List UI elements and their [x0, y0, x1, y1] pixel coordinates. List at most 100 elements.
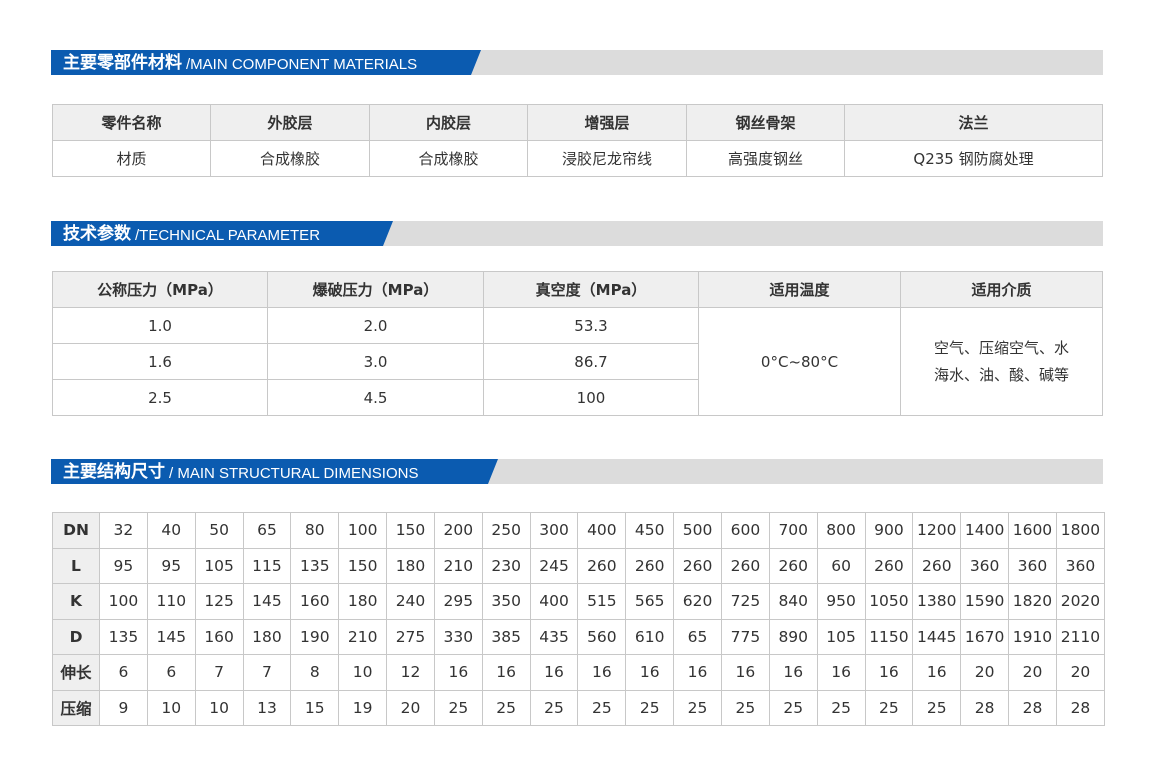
cell: 25 — [912, 689, 962, 726]
header-cell: 公称压力（MPa） — [52, 271, 268, 308]
cell: 1600 — [1008, 512, 1057, 549]
table-header-row: 零件名称 外胶层 内胶层 增强层 钢丝骨架 法兰 — [52, 104, 1103, 141]
cell: 20 — [386, 689, 435, 726]
row-header: 伸长 — [52, 654, 100, 691]
section-title-en: /TECHNICAL PARAMETER — [135, 227, 321, 244]
header-cell: 真空度（MPa） — [483, 271, 699, 308]
cell: 500 — [673, 512, 722, 549]
cell: 105 — [194, 547, 244, 584]
table-row: K 100 110 125 145 160 180 240 295 350 400 515 565 620… — [52, 583, 1106, 620]
cell: 16 — [768, 654, 818, 691]
medium-line: 空气、压缩空气、水 — [933, 338, 1069, 357]
cell: 1445 — [912, 618, 962, 655]
cell: 700 — [768, 512, 818, 549]
cell: 100 — [338, 512, 388, 549]
cell: 材质 — [52, 140, 211, 177]
row-header: D — [52, 618, 100, 655]
cell: 210 — [338, 618, 388, 655]
cell: 950 — [816, 583, 866, 620]
cell: 900 — [864, 512, 914, 549]
cell: 7 — [242, 654, 292, 691]
cell: 260 — [673, 547, 722, 584]
cell: 145 — [146, 618, 196, 655]
cell: 25 — [768, 689, 818, 726]
cell: 60 — [816, 547, 866, 584]
cell: 13 — [242, 689, 292, 726]
cell: 10 — [194, 689, 244, 726]
cell: 1.6 — [52, 343, 268, 380]
section-banner-technical: 技术参数/TECHNICAL PARAMETER — [51, 221, 1103, 246]
cell: 20 — [1055, 654, 1106, 691]
cell: 260 — [720, 547, 770, 584]
cell: 300 — [529, 512, 579, 549]
table-row: DN 32 40 50 65 80 100 150 200 250 300 400 450 500 600 7… — [52, 512, 1106, 549]
table-row: 伸长 6 6 7 7 8 10 12 16 16 16 16 16 16 16 16 16 16 16 20 20 20 — [52, 654, 1106, 691]
section-title-en: / MAIN STRUCTURAL DIMENSIONS — [169, 465, 419, 482]
table-row: 1.6 3.0 86.7 — [52, 343, 1103, 380]
cell: 2020 — [1055, 583, 1106, 620]
cell: 53.3 — [483, 307, 699, 344]
cell: 1380 — [912, 583, 962, 620]
medium-line: 海水、油、酸、碱等 — [933, 365, 1069, 384]
header-cell: 适用介质 — [900, 271, 1103, 308]
cell: 775 — [720, 618, 770, 655]
table-row: 材质 合成橡胶 合成橡胶 浸胶尼龙帘线 高强度钢丝 Q235 钢防腐处理 — [52, 140, 1103, 177]
cell: 800 — [816, 512, 866, 549]
cell: 245 — [529, 547, 579, 584]
cell: 9 — [99, 689, 148, 726]
cell: 2.0 — [267, 307, 484, 344]
cell: 435 — [529, 618, 579, 655]
table-row: L 95 95 105 115 135 150 180 210 230 245 260 260 260 26… — [52, 547, 1106, 584]
cell: 105 — [816, 618, 866, 655]
cell: 260 — [577, 547, 627, 584]
section-banner-dimensions: 主要结构尺寸 / MAIN STRUCTURAL DIMENSIONS — [51, 459, 1103, 484]
cell: 260 — [625, 547, 675, 584]
cell: 32 — [99, 512, 148, 549]
cell: Q235 钢防腐处理 — [844, 140, 1103, 177]
cell: 1150 — [864, 618, 914, 655]
cell: 260 — [768, 547, 818, 584]
cell: 160 — [194, 618, 244, 655]
cell: 16 — [433, 654, 483, 691]
cell: 15 — [290, 689, 340, 726]
cell: 600 — [720, 512, 770, 549]
table-row: 2.5 4.5 100 — [52, 379, 1103, 416]
cell: 3.0 — [267, 343, 484, 380]
section-title-cn: 主要结构尺寸 — [63, 462, 165, 482]
cell: 240 — [386, 583, 435, 620]
header-cell: 爆破压力（MPa） — [267, 271, 484, 308]
cell: 400 — [529, 583, 579, 620]
cell: 95 — [146, 547, 196, 584]
cell: 16 — [864, 654, 914, 691]
cell: 350 — [481, 583, 531, 620]
cell: 210 — [433, 547, 483, 584]
cell: 230 — [481, 547, 531, 584]
section-title-cn: 技术参数 — [63, 224, 131, 244]
row-header: L — [52, 547, 100, 584]
cell: 6 — [99, 654, 148, 691]
cell: 7 — [194, 654, 244, 691]
table-row: 压缩 9 10 10 13 15 19 20 25 25 25 25 25 25 25 25 25 25 25 28 2… — [52, 689, 1106, 726]
cell: 360 — [1008, 547, 1057, 584]
cell: 260 — [864, 547, 914, 584]
cell: 135 — [290, 547, 340, 584]
cell: 450 — [625, 512, 675, 549]
cell: 20 — [960, 654, 1010, 691]
cell: 高强度钢丝 — [686, 140, 845, 177]
cell: 275 — [386, 618, 435, 655]
cell: 190 — [290, 618, 340, 655]
cell: 16 — [481, 654, 531, 691]
cell: 725 — [720, 583, 770, 620]
cell: 330 — [433, 618, 483, 655]
cell: 16 — [912, 654, 962, 691]
cell: 12 — [386, 654, 435, 691]
cell: 25 — [625, 689, 675, 726]
cell: 1910 — [1008, 618, 1057, 655]
cell: 6 — [146, 654, 196, 691]
cell: 1670 — [960, 618, 1010, 655]
cell: 180 — [338, 583, 388, 620]
table-row: D 135 145 160 180 190 210 275 330 385 435 560 610 65 7… — [52, 618, 1106, 655]
cell: 110 — [146, 583, 196, 620]
cell: 1590 — [960, 583, 1010, 620]
cell: 25 — [577, 689, 627, 726]
